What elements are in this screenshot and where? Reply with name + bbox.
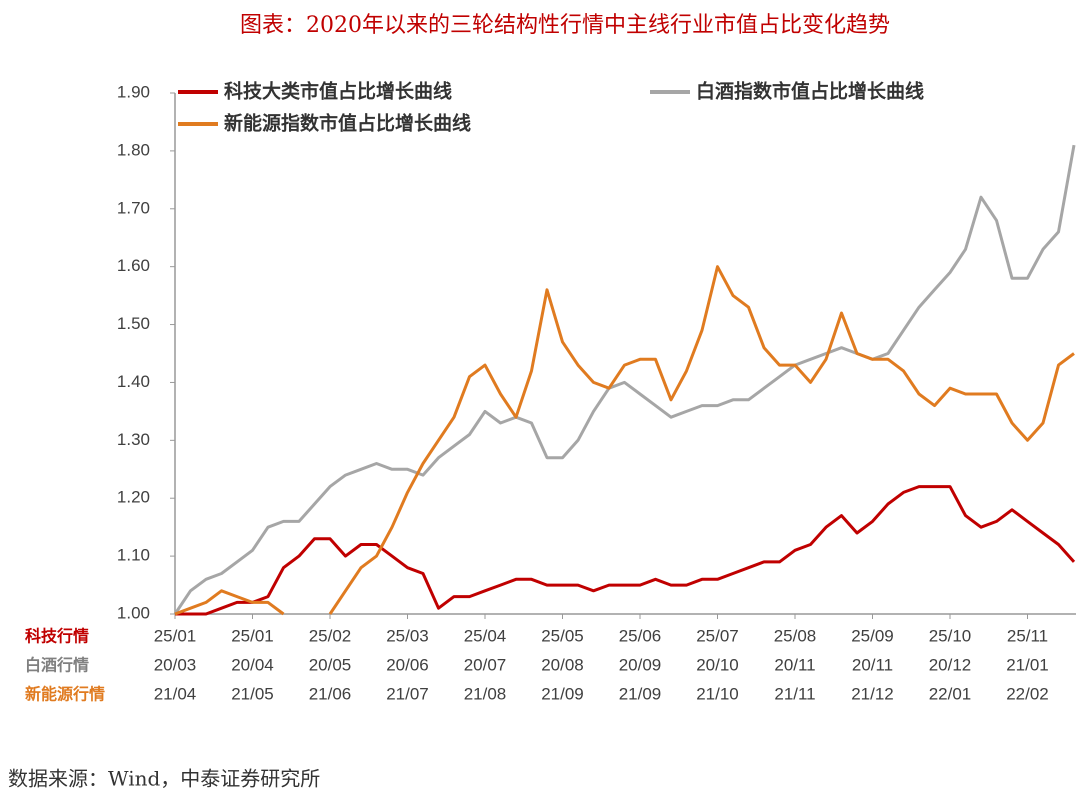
- x-tick-label: 21/09: [619, 684, 662, 703]
- x-tick-label: 22/02: [1006, 684, 1049, 703]
- x-tick-label: 21/11: [774, 684, 815, 703]
- y-tick-label: 1.10: [117, 546, 150, 565]
- legend-label: 科技大类市值占比增长曲线: [224, 80, 452, 103]
- x-tick-label: 20/08: [541, 655, 584, 674]
- x-tick-label: 21/06: [309, 684, 352, 703]
- x-tick-label: 20/10: [696, 655, 739, 674]
- series-line: [175, 485, 1076, 616]
- y-tick-label: 1.90: [117, 82, 150, 101]
- source: 数据来源：Wind，中泰证券研究所: [8, 767, 320, 791]
- legend-label: 白酒指数市值占比增长曲线: [696, 80, 924, 103]
- x-tick-label: 20/09: [619, 655, 662, 674]
- x-tick-label: 25/02: [309, 626, 352, 645]
- y-tick-label: 1.70: [117, 198, 150, 217]
- x-tick-label: 25/11: [1007, 626, 1048, 645]
- x-tick-label: 20/12: [929, 655, 972, 674]
- x-row-name: 新能源行情: [25, 685, 105, 704]
- x-tick-label: 25/06: [619, 626, 662, 645]
- x-tick-label: 21/08: [464, 684, 507, 703]
- x-tick-label: 22/01: [929, 684, 972, 703]
- x-tick-label: 20/04: [231, 655, 274, 674]
- x-tick-label: 21/05: [231, 684, 274, 703]
- x-tick-label: 21/04: [154, 684, 197, 703]
- y-tick-label: 1.50: [117, 314, 150, 333]
- x-tick-label: 20/06: [386, 655, 429, 674]
- x-tick-label: 21/10: [696, 684, 739, 703]
- x-tick-label: 21/09: [541, 684, 584, 703]
- chart-title: 图表：2020年以来的三轮结构性行情中主线行业市值占比变化趋势: [240, 13, 890, 38]
- x-tick-label: 25/10: [929, 626, 972, 645]
- x-tick-label: 25/07: [696, 626, 739, 645]
- y-tick-label: 1.00: [117, 603, 150, 622]
- x-row-name: 科技行情: [25, 627, 89, 646]
- x-tick-label: 21/12: [851, 684, 894, 703]
- x-tick-label: 25/04: [464, 626, 507, 645]
- x-tick-label: 25/01: [154, 626, 197, 645]
- x-tick-label: 20/05: [309, 655, 352, 674]
- y-tick-label: 1.30: [117, 430, 150, 449]
- x-tick-label: 25/05: [541, 626, 584, 645]
- x-tick-label: 20/11: [852, 655, 893, 674]
- x-tick-label: 21/01: [1006, 655, 1049, 674]
- y-tick-label: 1.40: [117, 372, 150, 391]
- y-tick-label: 1.20: [117, 488, 150, 507]
- series-line: [173, 144, 1076, 615]
- x-tick-label: 20/07: [464, 655, 507, 674]
- x-tick-label: 21/07: [386, 684, 429, 703]
- y-tick-label: 1.80: [117, 140, 150, 159]
- legend-label: 新能源指数市值占比增长曲线: [224, 112, 471, 135]
- x-tick-label: 25/01: [231, 626, 274, 645]
- x-tick-label: 25/09: [851, 626, 894, 645]
- x-tick-label: 25/03: [386, 626, 429, 645]
- series-line: [174, 265, 1075, 616]
- x-tick-label: 20/03: [154, 655, 197, 674]
- x-row-name: 白酒行情: [25, 656, 89, 675]
- x-tick-label: 20/11: [774, 655, 815, 674]
- x-tick-label: 25/08: [774, 626, 817, 645]
- y-tick-label: 1.60: [117, 256, 150, 275]
